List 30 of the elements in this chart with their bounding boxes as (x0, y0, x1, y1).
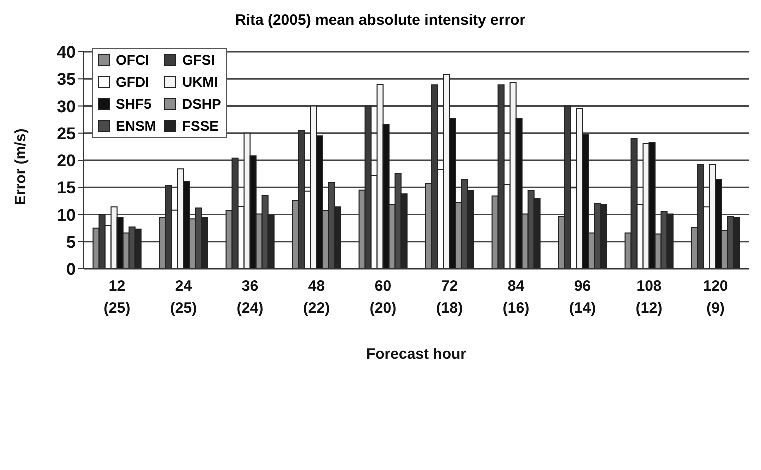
x-axis-title: Forecast hour (366, 346, 467, 363)
y-tick-label: 25 (57, 124, 76, 144)
legend-label: SHF5 (115, 96, 153, 112)
y-tick-label: 5 (66, 232, 76, 252)
x-tick-label: 60 (20) (370, 278, 397, 317)
y-tick-label: 0 (66, 260, 76, 280)
x-tick-label: 108 (12) (636, 278, 663, 317)
x-tick-label: 96 (14) (569, 278, 596, 317)
x-tick-label: 84 (16) (502, 278, 530, 317)
legend-label: DSHP (181, 96, 222, 112)
x-tick-label: 36 (24) (236, 278, 264, 317)
legend-label: GFDI (115, 74, 150, 90)
y-tick-label: 35 (57, 70, 76, 90)
x-tick-label: 72 (18) (436, 278, 464, 317)
y-tick-label: 15 (57, 178, 76, 198)
chart-title: Rita (2005) mean absolute intensity error (234, 11, 527, 31)
y-tick-label: 10 (57, 206, 76, 225)
x-tick-label: 120 (9) (703, 278, 728, 317)
y-tick-label: 20 (57, 152, 76, 171)
x-tick-label: 12 (25) (104, 278, 131, 317)
legend-label: ENSM (115, 118, 156, 134)
legend-label: OFCI (115, 52, 150, 68)
legend-label: UKMI (181, 74, 220, 90)
legend-label: FSSE (181, 118, 220, 134)
y-tick-label: 30 (57, 97, 76, 116)
y-axis-title: Error (m/s) (12, 128, 30, 206)
y-tick-label: 40 (57, 43, 76, 62)
legend-label: GFSI (181, 52, 216, 68)
x-tick-label: 24 (25) (170, 278, 198, 317)
x-tick-label: 48 (22) (303, 278, 330, 317)
